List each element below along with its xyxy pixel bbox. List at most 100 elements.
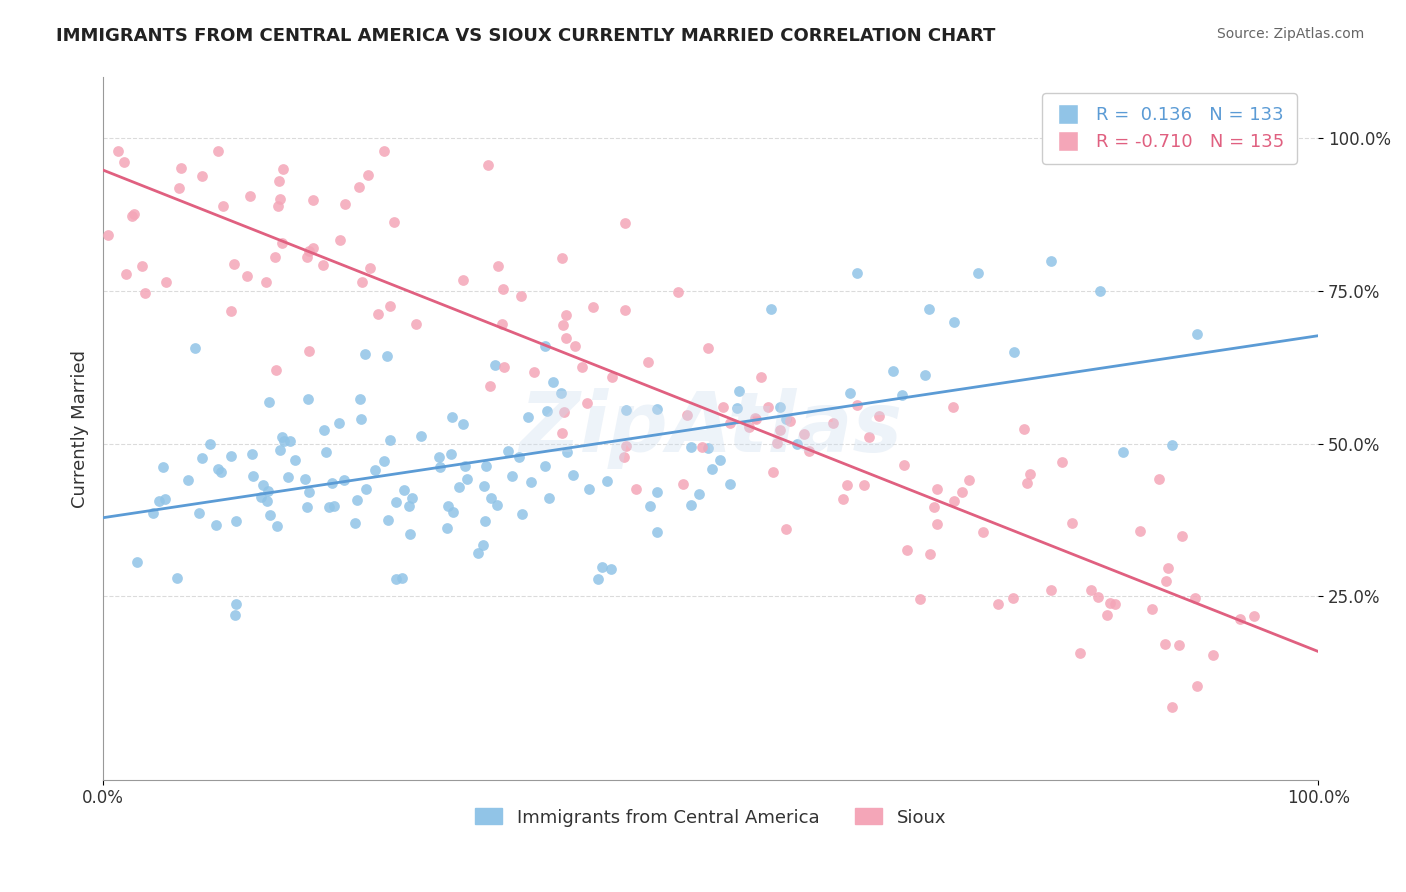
Point bbox=[896, 543, 918, 558]
Point bbox=[188, 506, 211, 520]
Point bbox=[447, 480, 470, 494]
Point bbox=[312, 259, 335, 273]
Point bbox=[786, 437, 808, 451]
Point bbox=[839, 386, 862, 401]
Point bbox=[264, 363, 287, 377]
Point bbox=[1004, 345, 1026, 359]
Point bbox=[329, 233, 352, 247]
Point bbox=[278, 434, 301, 448]
Point bbox=[554, 308, 576, 322]
Point bbox=[551, 318, 574, 332]
Point bbox=[575, 396, 598, 410]
Point bbox=[1002, 591, 1025, 606]
Point bbox=[918, 547, 941, 561]
Point bbox=[115, 268, 138, 282]
Point bbox=[891, 388, 914, 402]
Point bbox=[534, 339, 557, 353]
Point bbox=[852, 477, 875, 491]
Point bbox=[924, 500, 946, 514]
Point bbox=[1060, 516, 1083, 531]
Point bbox=[626, 482, 648, 496]
Legend: Immigrants from Central America, Sioux: Immigrants from Central America, Sioux bbox=[468, 801, 953, 834]
Point bbox=[429, 460, 451, 475]
Point bbox=[225, 597, 247, 611]
Point bbox=[148, 494, 170, 508]
Point bbox=[273, 161, 295, 176]
Point bbox=[367, 307, 389, 321]
Point bbox=[561, 468, 583, 483]
Point bbox=[832, 491, 855, 506]
Point bbox=[222, 257, 245, 271]
Point bbox=[510, 507, 533, 521]
Point bbox=[167, 181, 190, 195]
Point bbox=[277, 469, 299, 483]
Point bbox=[709, 453, 731, 467]
Point bbox=[273, 434, 295, 448]
Point bbox=[437, 499, 460, 513]
Point bbox=[166, 571, 188, 585]
Point bbox=[382, 214, 405, 228]
Point bbox=[474, 515, 496, 529]
Point bbox=[1161, 438, 1184, 452]
Point bbox=[269, 174, 291, 188]
Point bbox=[645, 525, 668, 540]
Point bbox=[1087, 590, 1109, 604]
Point bbox=[486, 259, 509, 273]
Point bbox=[555, 445, 578, 459]
Point bbox=[190, 451, 212, 466]
Point bbox=[713, 400, 735, 414]
Point bbox=[254, 275, 277, 289]
Point bbox=[550, 252, 572, 266]
Point bbox=[485, 499, 508, 513]
Point bbox=[125, 555, 148, 569]
Point bbox=[914, 368, 936, 382]
Point bbox=[177, 473, 200, 487]
Point bbox=[427, 450, 450, 464]
Point bbox=[451, 417, 474, 431]
Point bbox=[257, 484, 280, 499]
Point bbox=[893, 458, 915, 472]
Point bbox=[240, 447, 263, 461]
Point bbox=[121, 209, 143, 223]
Point bbox=[1080, 582, 1102, 597]
Point bbox=[1201, 648, 1223, 662]
Point bbox=[183, 341, 205, 355]
Point bbox=[769, 400, 792, 414]
Point bbox=[474, 458, 496, 473]
Point bbox=[219, 304, 242, 318]
Point bbox=[775, 522, 797, 536]
Point bbox=[454, 459, 477, 474]
Point bbox=[882, 363, 904, 377]
Point bbox=[477, 158, 499, 172]
Point bbox=[738, 419, 761, 434]
Point bbox=[697, 341, 720, 355]
Point bbox=[1184, 591, 1206, 605]
Point bbox=[534, 459, 557, 474]
Point bbox=[614, 216, 637, 230]
Point bbox=[1088, 284, 1111, 298]
Point bbox=[491, 318, 513, 332]
Point bbox=[142, 506, 165, 520]
Point bbox=[1019, 467, 1042, 482]
Point bbox=[638, 499, 661, 513]
Point bbox=[697, 441, 720, 455]
Point bbox=[479, 379, 502, 393]
Point bbox=[1104, 597, 1126, 611]
Point bbox=[352, 276, 374, 290]
Point bbox=[744, 411, 766, 425]
Point bbox=[596, 474, 619, 488]
Text: Source: ZipAtlas.com: Source: ZipAtlas.com bbox=[1216, 27, 1364, 41]
Point bbox=[1229, 612, 1251, 626]
Point bbox=[591, 560, 613, 574]
Point bbox=[357, 168, 380, 182]
Point bbox=[925, 482, 948, 496]
Point bbox=[681, 498, 703, 512]
Point bbox=[190, 169, 212, 183]
Point bbox=[918, 302, 941, 317]
Point bbox=[1097, 607, 1119, 622]
Point bbox=[212, 199, 235, 213]
Point bbox=[769, 423, 792, 437]
Point bbox=[225, 514, 247, 528]
Point bbox=[1243, 608, 1265, 623]
Point bbox=[536, 403, 558, 417]
